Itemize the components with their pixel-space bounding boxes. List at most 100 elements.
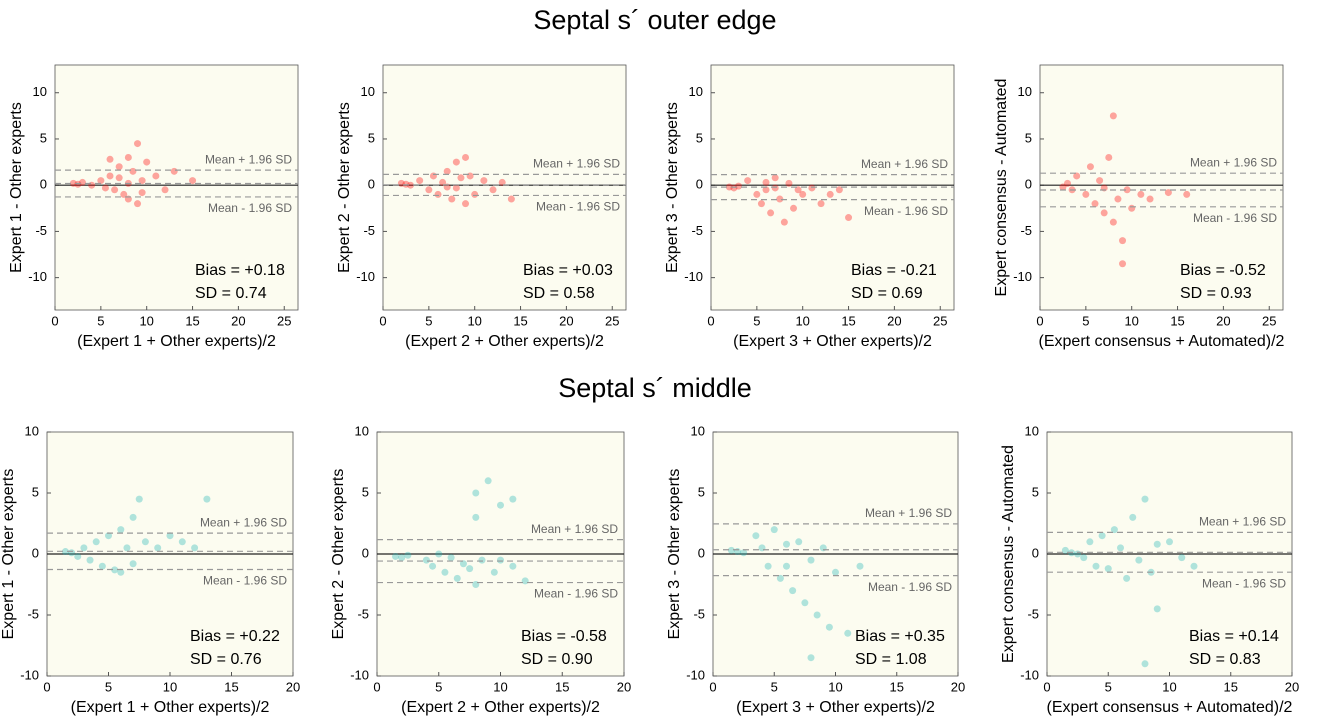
point bbox=[472, 489, 480, 497]
point bbox=[111, 186, 119, 194]
y-axis-label: Expert 2 - Other experts bbox=[336, 102, 353, 273]
y-tick-label: 10 bbox=[1025, 423, 1039, 438]
point bbox=[1153, 540, 1161, 548]
point bbox=[1166, 538, 1173, 546]
bias-text: Bias = -0.58 bbox=[521, 628, 607, 645]
sd-text: SD = 0.90 bbox=[521, 651, 593, 668]
point bbox=[478, 556, 486, 564]
y-tick-label: -10 bbox=[1013, 269, 1032, 284]
y-tick-label: -10 bbox=[356, 269, 375, 284]
point bbox=[826, 190, 834, 198]
x-axis-label: (Expert 2 + Other experts)/2 bbox=[405, 333, 604, 350]
sd-text: SD = 0.76 bbox=[190, 651, 262, 668]
point bbox=[844, 629, 852, 637]
panel: 0 5 10 15 20 25 -10 -5 0 5 10 Mean + 1.96 SD Mean - … bbox=[8, 64, 299, 350]
y-tick-label: 5 bbox=[1032, 484, 1039, 499]
point bbox=[807, 556, 815, 564]
point bbox=[1153, 605, 1161, 613]
point bbox=[1128, 204, 1136, 212]
upper-limit-label: Mean + 1.96 SD bbox=[865, 506, 952, 520]
point bbox=[764, 562, 772, 570]
x-tick-label: 15 bbox=[185, 313, 199, 328]
point bbox=[435, 550, 443, 558]
point bbox=[789, 587, 797, 595]
x-tick-label: 15 bbox=[555, 679, 569, 694]
point bbox=[771, 174, 779, 182]
x-tick-label: 15 bbox=[1170, 313, 1184, 328]
point bbox=[783, 540, 790, 548]
upper-limit-label: Mean + 1.96 SD bbox=[861, 157, 948, 171]
y-tick-label: 0 bbox=[1025, 177, 1032, 192]
point bbox=[1086, 163, 1094, 171]
point bbox=[1123, 574, 1131, 582]
x-tick-label: 5 bbox=[1105, 679, 1112, 694]
row-title: Septal s´ middle bbox=[558, 373, 752, 403]
y-axis-label: Expert 1 - Other experts bbox=[0, 469, 17, 640]
point bbox=[480, 177, 488, 185]
point bbox=[170, 167, 178, 175]
point bbox=[115, 174, 123, 182]
lower-limit-label: Mean - 1.96 SD bbox=[203, 574, 287, 588]
point bbox=[835, 186, 843, 194]
x-tick-label: 10 bbox=[1124, 313, 1138, 328]
point bbox=[1105, 153, 1113, 161]
x-tick-label: 20 bbox=[617, 679, 631, 694]
point bbox=[484, 477, 492, 485]
point bbox=[780, 218, 788, 226]
point bbox=[521, 577, 529, 585]
point bbox=[801, 599, 809, 607]
x-tick-label: 10 bbox=[493, 679, 507, 694]
point bbox=[161, 186, 169, 194]
x-tick-label: 20 bbox=[286, 679, 300, 694]
point bbox=[439, 178, 447, 186]
x-tick-label: 15 bbox=[890, 679, 904, 694]
y-tick-label: 10 bbox=[361, 84, 375, 99]
bias-text: Bias = +0.03 bbox=[523, 262, 613, 279]
point bbox=[1123, 186, 1131, 194]
x-axis-label: (Expert 3 + Other experts)/2 bbox=[736, 699, 935, 716]
y-tick-label: 10 bbox=[691, 423, 705, 438]
point bbox=[1183, 190, 1191, 198]
point bbox=[154, 544, 162, 552]
point bbox=[1086, 538, 1094, 546]
x-tick-label: 15 bbox=[1224, 679, 1238, 694]
point bbox=[123, 544, 131, 552]
panel: 0 5 10 15 20 -10 -5 0 5 10 Mean + 1.96 SD Mean - 1.… bbox=[330, 423, 631, 716]
y-tick-label: 0 bbox=[696, 177, 703, 192]
y-tick-label: 5 bbox=[32, 484, 39, 499]
point bbox=[97, 177, 105, 185]
lower-limit-label: Mean - 1.96 SD bbox=[534, 587, 618, 601]
point bbox=[509, 562, 517, 570]
point bbox=[429, 562, 437, 570]
y-tick-label: 0 bbox=[1032, 545, 1039, 560]
lower-limit-label: Mean - 1.96 SD bbox=[536, 200, 620, 214]
panel: 0 5 10 15 20 -10 -5 0 5 10 Mean + 1.96 SD Mean - 1.… bbox=[666, 423, 965, 716]
point bbox=[134, 140, 142, 148]
point bbox=[101, 184, 109, 192]
point bbox=[795, 538, 803, 546]
point bbox=[832, 568, 839, 576]
x-axis-label: (Expert consensus + Automated)/2 bbox=[1039, 333, 1285, 350]
x-tick-label: 0 bbox=[709, 679, 716, 694]
y-tick-label: 5 bbox=[696, 130, 703, 145]
y-tick-label: 10 bbox=[25, 423, 39, 438]
sd-text: SD = 0.74 bbox=[195, 285, 267, 302]
y-tick-label: 10 bbox=[689, 84, 703, 99]
y-tick-label: -5 bbox=[357, 606, 369, 621]
point bbox=[776, 195, 784, 203]
x-axis-label: (Expert 3 + Other experts)/2 bbox=[733, 333, 932, 350]
point bbox=[1091, 200, 1099, 208]
point bbox=[744, 177, 752, 185]
x-tick-label: 10 bbox=[139, 313, 153, 328]
point bbox=[452, 158, 460, 166]
point bbox=[152, 172, 160, 180]
x-tick-label: 20 bbox=[1285, 679, 1299, 694]
point bbox=[497, 556, 504, 564]
point bbox=[1137, 190, 1145, 198]
x-tick-label: 20 bbox=[951, 679, 965, 694]
y-tick-label: -10 bbox=[684, 269, 703, 284]
point bbox=[727, 546, 735, 554]
x-tick-label: 5 bbox=[435, 679, 442, 694]
upper-limit-label: Mean + 1.96 SD bbox=[533, 157, 620, 171]
upper-limit-label: Mean + 1.96 SD bbox=[205, 152, 292, 166]
